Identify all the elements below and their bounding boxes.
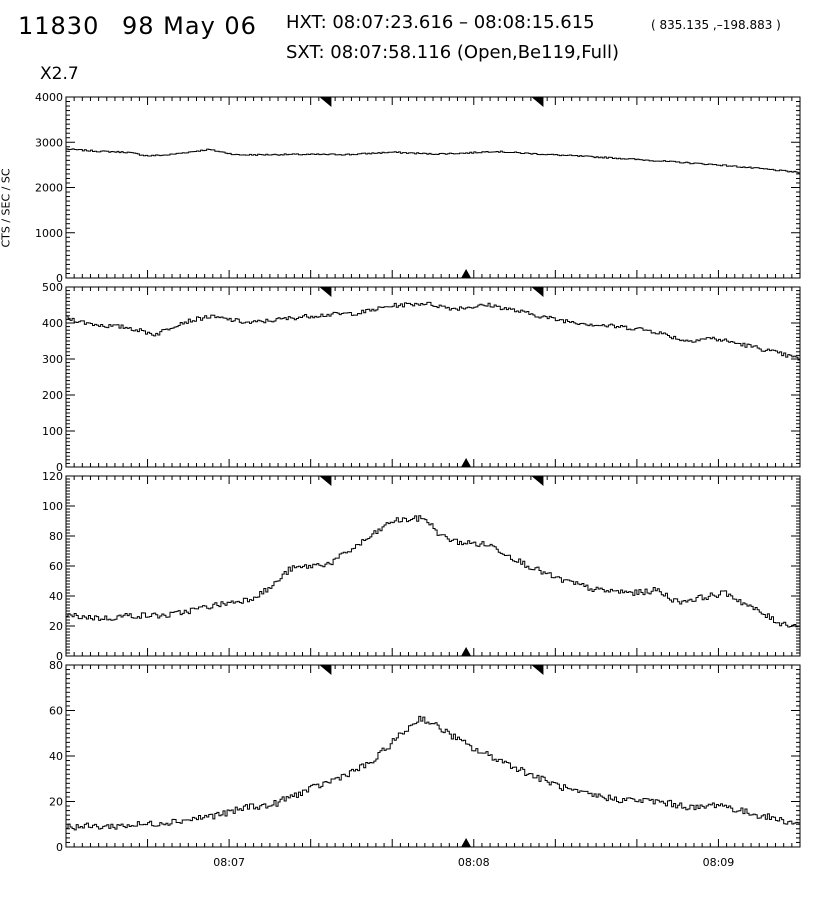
- y-tick-label: 0: [56, 272, 63, 285]
- panel-frame: [65, 286, 801, 468]
- y-tick-label: 60: [49, 560, 63, 573]
- interval-marker: [531, 476, 544, 486]
- sxt-marker: [461, 458, 472, 467]
- x-tick-label: 08:08: [458, 856, 490, 869]
- y-tick-label: 300: [42, 353, 63, 366]
- y-tick-label: 2000: [35, 182, 63, 195]
- y-tick-label: 60: [49, 705, 63, 718]
- observation-date: 98 May 06: [122, 12, 257, 40]
- interval-marker: [319, 476, 332, 486]
- y-tick-label: 3000: [35, 136, 63, 149]
- y-tick-label: 40: [49, 590, 63, 603]
- hxt-interval: HXT: 08:07:23.616 – 08:08:15.615: [286, 12, 595, 33]
- sxt-marker: [461, 838, 472, 847]
- y-tick-label: 400: [42, 317, 63, 330]
- panel-frame: [65, 96, 801, 279]
- y-tick-label: 20: [49, 796, 63, 809]
- source-coordinates: ( 835.135 ,–198.883 ): [651, 18, 781, 32]
- y-tick-label: 200: [42, 389, 63, 402]
- event-number: 11830: [18, 12, 100, 40]
- y-tick-label: 0: [56, 841, 63, 854]
- y-tick-label: 20: [49, 620, 63, 633]
- interval-marker: [319, 287, 332, 297]
- sxt-time: SXT: 08:07:58.116 (Open,Be119,Full): [286, 42, 620, 63]
- y-tick-label: 40: [49, 750, 63, 763]
- interval-marker: [319, 97, 332, 107]
- x-tick-label: 08:09: [703, 856, 735, 869]
- y-tick-label: 0: [56, 461, 63, 474]
- y-tick-label: 1000: [35, 227, 63, 240]
- y-tick-label: 120: [42, 470, 63, 483]
- y-tick-label: 0: [56, 650, 63, 663]
- interval-marker: [531, 287, 544, 297]
- y-tick-label: 100: [42, 500, 63, 513]
- lightcurve-series: [66, 301, 800, 361]
- lightcurve-series: [66, 148, 800, 174]
- lightcurve-series: [66, 715, 800, 831]
- sxt-marker: [461, 269, 472, 278]
- interval-marker: [319, 665, 332, 675]
- x-tick-label: 08:07: [213, 856, 245, 869]
- interval-marker: [531, 97, 544, 107]
- interval-marker: [531, 665, 544, 675]
- y-tick-label: 100: [42, 425, 63, 438]
- sxt-marker: [461, 647, 472, 656]
- flare-class: X2.7: [40, 64, 79, 84]
- panel-frame: [65, 475, 801, 657]
- y-tick-label: 500: [42, 281, 63, 294]
- lightcurve-series: [66, 515, 800, 628]
- y-tick-label: 4000: [35, 91, 63, 104]
- y-tick-label: 80: [49, 530, 63, 543]
- y-tick-label: 80: [49, 659, 63, 672]
